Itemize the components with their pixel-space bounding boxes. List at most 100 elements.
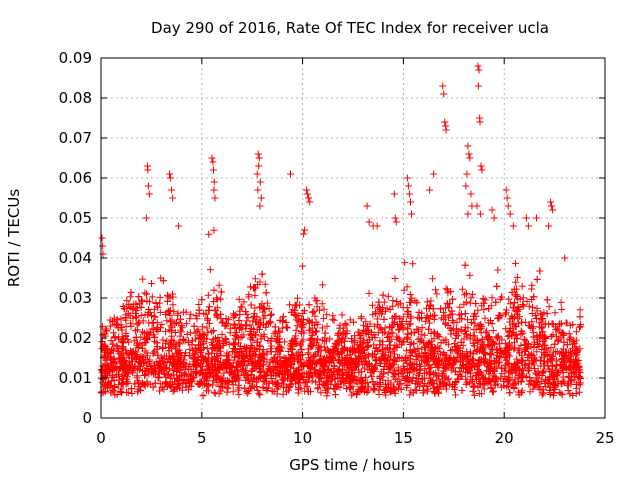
data-point — [334, 329, 342, 337]
data-point — [256, 278, 264, 286]
data-point — [252, 363, 260, 371]
data-point — [135, 293, 143, 301]
data-point — [209, 381, 217, 389]
data-point — [210, 166, 217, 174]
data-point — [511, 344, 519, 352]
data-point — [117, 385, 125, 393]
data-point — [402, 375, 410, 382]
data-point — [424, 343, 432, 351]
data-point — [399, 313, 407, 321]
data-point — [331, 385, 339, 392]
data-point — [419, 352, 427, 360]
data-point — [537, 315, 545, 323]
data-point — [350, 332, 358, 340]
data-point — [109, 318, 117, 326]
data-point — [458, 387, 466, 394]
data-point — [376, 324, 384, 332]
data-point — [516, 295, 524, 303]
data-point — [345, 379, 353, 387]
data-point — [205, 350, 213, 358]
data-point — [384, 334, 391, 341]
data-point — [159, 344, 167, 352]
data-point — [287, 360, 295, 368]
data-point — [391, 350, 398, 358]
data-point — [480, 306, 488, 314]
data-point — [498, 293, 506, 301]
data-point — [395, 384, 402, 392]
data-point — [250, 284, 258, 292]
data-point — [445, 304, 453, 311]
data-point — [342, 359, 350, 367]
data-point — [445, 340, 453, 348]
data-point — [400, 338, 408, 346]
data-point — [518, 387, 526, 395]
data-point — [376, 305, 384, 313]
plot-frame — [100, 57, 606, 419]
data-point — [320, 314, 328, 322]
data-point — [394, 354, 402, 362]
data-point — [385, 337, 393, 345]
data-point — [476, 369, 484, 376]
data-point — [228, 348, 236, 356]
data-point — [146, 298, 154, 306]
data-point — [351, 360, 358, 368]
data-point — [346, 364, 354, 372]
data-point — [166, 311, 174, 319]
data-point — [235, 295, 243, 303]
data-point — [211, 194, 219, 202]
data-point — [245, 293, 253, 301]
data-point — [541, 351, 549, 359]
data-point — [154, 303, 162, 311]
data-point — [319, 324, 326, 332]
data-point — [492, 298, 500, 306]
data-point — [166, 318, 174, 326]
data-point — [208, 154, 216, 162]
data-point — [317, 358, 325, 366]
data-point — [249, 382, 257, 390]
data-point — [209, 363, 217, 371]
data-point — [218, 330, 226, 338]
data-point — [425, 370, 433, 377]
data-point — [302, 379, 310, 386]
data-point — [303, 186, 311, 194]
data-point — [501, 348, 509, 355]
data-point — [291, 334, 299, 342]
data-point — [508, 288, 516, 296]
data-point — [466, 348, 474, 356]
data-point — [100, 381, 108, 389]
y-tick-label: 0.01 — [59, 369, 92, 387]
data-point — [306, 357, 314, 365]
data-point — [456, 344, 464, 352]
data-point — [312, 350, 320, 358]
data-point — [144, 166, 152, 174]
data-point — [186, 345, 194, 353]
data-point — [547, 344, 555, 352]
data-point — [542, 320, 550, 328]
data-point — [262, 377, 270, 385]
data-point — [273, 335, 281, 343]
data-point — [502, 310, 509, 318]
data-point — [152, 358, 160, 366]
data-point — [173, 319, 180, 326]
data-point — [185, 379, 193, 387]
data-point — [547, 355, 555, 363]
data-point — [517, 341, 525, 349]
data-point — [467, 294, 475, 302]
data-point — [169, 366, 177, 374]
data-point — [368, 372, 376, 380]
data-point — [447, 288, 455, 296]
data-point — [283, 388, 290, 396]
data-point — [309, 308, 317, 316]
data-point — [392, 312, 400, 320]
data-point — [484, 341, 492, 349]
data-point — [238, 303, 246, 311]
data-point — [119, 345, 127, 353]
data-point — [183, 331, 191, 338]
data-point — [108, 372, 116, 380]
data-point — [548, 202, 556, 210]
data-point — [262, 289, 270, 297]
data-point — [423, 298, 431, 306]
data-point — [407, 314, 415, 322]
data-point — [434, 330, 441, 338]
data-point — [543, 310, 551, 317]
